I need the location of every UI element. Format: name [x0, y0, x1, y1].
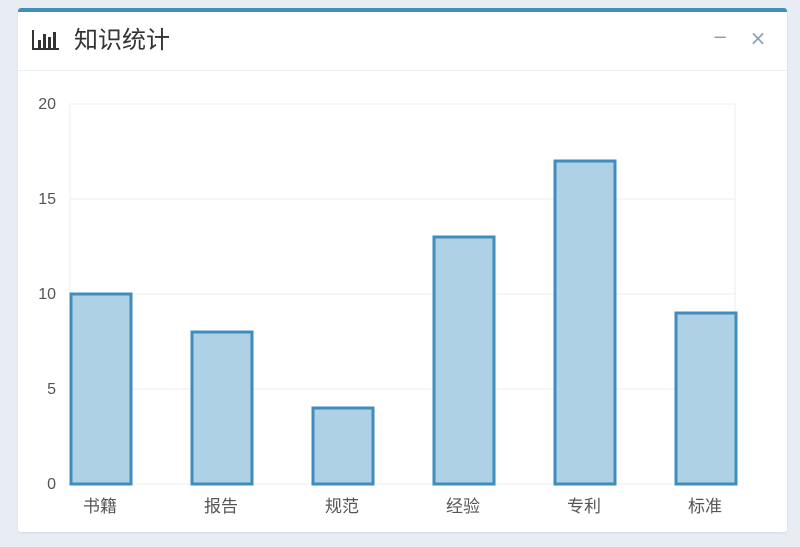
minimize-icon[interactable]: − — [712, 27, 728, 48]
bar-标准 — [674, 311, 738, 486]
bar-chart: 0 5 10 15 20 书籍 报告 规范 经验 专利 标准 — [38, 96, 738, 517]
y-tick-label: 10 — [38, 286, 56, 303]
bar-经验 — [432, 235, 496, 486]
stats-widget: 知识统计 − × 0 5 10 15 20 书籍 报告 规范 经验 专利 标准 — [18, 8, 787, 532]
x-tick-label: 书籍 — [83, 497, 117, 517]
x-tick-label: 专利 — [567, 497, 601, 517]
bar-书籍 — [69, 292, 133, 486]
bar-专利 — [553, 159, 617, 486]
y-tick-label: 20 — [38, 96, 56, 113]
x-tick-label: 经验 — [446, 497, 480, 517]
widget-header: 知识统计 − × — [18, 12, 787, 71]
close-icon[interactable]: × — [749, 26, 767, 50]
bar-chart-icon — [32, 30, 59, 50]
y-tick-label: 15 — [38, 191, 56, 208]
bar-报告 — [190, 330, 254, 486]
bar-规范 — [311, 406, 375, 486]
x-tick-label: 规范 — [325, 497, 359, 517]
y-tick-label: 0 — [47, 476, 56, 493]
widget-title: 知识统计 — [74, 26, 170, 54]
x-tick-label: 报告 — [204, 497, 238, 517]
y-tick-label: 5 — [47, 381, 56, 398]
x-tick-label: 标准 — [688, 497, 722, 517]
